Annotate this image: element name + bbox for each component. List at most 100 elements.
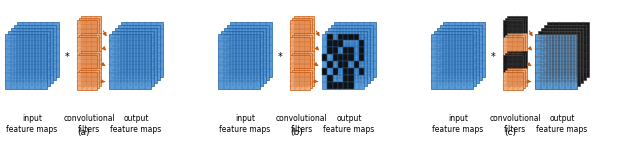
Bar (294, 51, 314, 69)
Bar (230, 21, 272, 76)
Bar (505, 35, 525, 53)
Bar (327, 47, 333, 54)
Bar (353, 61, 359, 68)
Text: convolutional
filters: convolutional filters (276, 114, 328, 134)
Bar (227, 24, 269, 79)
Bar (507, 51, 527, 69)
Bar (338, 40, 343, 47)
Bar (338, 33, 343, 40)
Bar (343, 61, 348, 68)
Bar (434, 30, 476, 85)
Bar (359, 54, 364, 61)
Bar (11, 27, 53, 82)
Text: *: * (65, 52, 69, 62)
Bar (322, 54, 327, 61)
Bar (322, 33, 364, 88)
Bar (290, 37, 310, 55)
Text: (b): (b) (291, 128, 303, 137)
Bar (443, 21, 485, 76)
Bar (348, 75, 353, 82)
Bar (538, 30, 580, 85)
Bar (343, 82, 348, 88)
Bar (338, 61, 343, 68)
Bar (292, 18, 312, 36)
Bar (348, 68, 353, 75)
Bar (115, 27, 157, 82)
Bar (505, 70, 525, 88)
Bar (327, 82, 333, 88)
Bar (290, 72, 310, 90)
Bar (507, 68, 527, 86)
Bar (348, 54, 353, 61)
Bar (8, 30, 50, 85)
Bar (338, 82, 343, 88)
Bar (77, 20, 97, 38)
Bar (5, 33, 47, 88)
Bar (541, 27, 583, 82)
Bar (327, 75, 333, 82)
Bar (218, 33, 260, 88)
Bar (118, 24, 160, 79)
Bar (325, 30, 367, 85)
Bar (81, 51, 101, 69)
Bar (292, 35, 312, 53)
Bar (292, 53, 312, 71)
Bar (79, 70, 99, 88)
Bar (77, 55, 97, 73)
Bar (290, 20, 310, 38)
Bar (81, 16, 101, 34)
Bar (333, 54, 338, 61)
Bar (109, 33, 151, 88)
Bar (333, 47, 338, 54)
Bar (79, 53, 99, 71)
Bar (334, 21, 376, 76)
Bar (343, 33, 348, 40)
Bar (77, 72, 97, 90)
Text: output
feature maps: output feature maps (536, 114, 588, 134)
Bar (544, 24, 586, 79)
Bar (348, 82, 353, 88)
Bar (440, 24, 482, 79)
Bar (353, 33, 359, 40)
Text: (c): (c) (504, 128, 516, 137)
Text: input
feature maps: input feature maps (220, 114, 271, 134)
Bar (327, 33, 333, 40)
Bar (221, 30, 263, 85)
Bar (327, 40, 333, 47)
Bar (333, 68, 338, 75)
Bar (292, 70, 312, 88)
Bar (507, 33, 527, 51)
Bar (290, 55, 310, 73)
Bar (79, 18, 99, 36)
Text: convolutional
filters: convolutional filters (63, 114, 115, 134)
Text: *: * (278, 52, 282, 62)
Bar (359, 47, 364, 54)
Bar (333, 40, 338, 47)
Bar (294, 33, 314, 51)
Bar (507, 16, 527, 34)
Bar (322, 68, 327, 75)
Bar (343, 68, 348, 75)
Bar (348, 33, 353, 40)
Bar (328, 27, 370, 82)
Bar (535, 33, 577, 88)
Bar (333, 82, 338, 88)
Bar (81, 33, 101, 51)
Bar (359, 40, 364, 47)
Bar (503, 20, 523, 38)
Bar (14, 24, 56, 79)
Bar (503, 55, 523, 73)
Bar (331, 24, 373, 79)
Bar (547, 21, 589, 76)
Bar (359, 68, 364, 75)
Bar (503, 72, 523, 90)
Bar (17, 21, 59, 76)
Text: output
feature maps: output feature maps (110, 114, 162, 134)
Bar (112, 30, 154, 85)
Bar (505, 18, 525, 36)
Bar (77, 37, 97, 55)
Bar (81, 68, 101, 86)
Bar (79, 35, 99, 53)
Text: input
feature maps: input feature maps (433, 114, 484, 134)
Bar (294, 68, 314, 86)
